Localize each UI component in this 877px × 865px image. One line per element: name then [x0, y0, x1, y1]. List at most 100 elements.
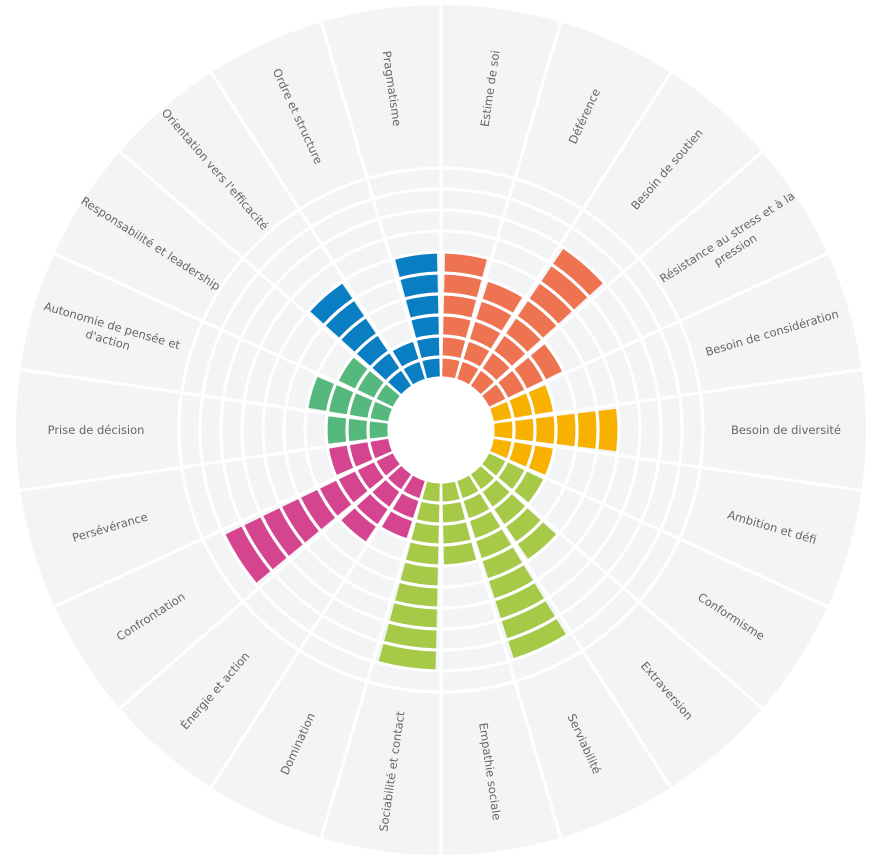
- bar-segment: [338, 357, 368, 389]
- bar-segment: [506, 318, 541, 352]
- bar-segment: [403, 475, 425, 499]
- sector-divider: [208, 69, 415, 388]
- bar-segment: [442, 502, 466, 523]
- bar-segment: [411, 316, 439, 338]
- bar-segment: [482, 480, 510, 507]
- sector-divider: [51, 450, 395, 609]
- bar-segment: [535, 416, 555, 444]
- sector-divider: [51, 251, 395, 410]
- sector-divider: [487, 251, 831, 410]
- bar-segment: [470, 466, 494, 490]
- bar-segment: [482, 384, 506, 407]
- bar-segment: [301, 489, 335, 530]
- bar-segment: [443, 542, 476, 565]
- bar-segment: [400, 274, 438, 298]
- bar-segment: [528, 385, 553, 415]
- bar-segment: [308, 376, 334, 411]
- bar-segment: [442, 358, 460, 379]
- bar-segment: [509, 442, 533, 467]
- bar-segment: [489, 565, 533, 599]
- bar-segment: [395, 583, 438, 607]
- bar-segment: [372, 480, 400, 507]
- bar-segment: [370, 438, 392, 459]
- bar-segment: [530, 344, 562, 380]
- bar-segment: [506, 508, 541, 542]
- bar-segment: [482, 353, 510, 380]
- bar-segment: [392, 341, 419, 367]
- bar-segment: [325, 301, 365, 338]
- bar-segment: [541, 266, 588, 310]
- sector-divider: [117, 149, 403, 398]
- bar-segment: [381, 511, 412, 539]
- bar-segment: [443, 316, 471, 338]
- category-label-line: Besoin de diversité: [731, 423, 841, 437]
- bar-segment: [370, 401, 392, 422]
- bar-segment: [329, 385, 354, 415]
- bar-segment: [463, 341, 490, 367]
- bar-segment: [444, 274, 482, 298]
- bar-segment: [553, 248, 603, 296]
- sector-divider: [18, 435, 390, 493]
- bar-segment: [388, 370, 412, 394]
- bar-segment: [498, 371, 525, 398]
- bar-segment: [395, 253, 438, 277]
- bar-segment: [517, 522, 557, 559]
- sector-divider: [467, 69, 674, 388]
- bar-segment: [457, 361, 479, 385]
- bar-segment: [369, 421, 388, 439]
- bar-segment: [514, 357, 544, 389]
- bar-segment: [388, 466, 412, 490]
- bar-segment: [349, 442, 373, 467]
- sector-divider: [479, 462, 765, 711]
- sector-divider: [487, 450, 831, 609]
- bar-segment: [341, 508, 376, 542]
- bar-segment: [482, 281, 523, 313]
- bar-segment: [515, 418, 534, 442]
- bar-segment: [378, 643, 436, 670]
- bar-segment: [282, 499, 319, 543]
- bar-segment: [490, 438, 512, 459]
- bar-segment: [494, 421, 513, 439]
- bar-segment: [225, 526, 271, 583]
- bar-segment: [577, 411, 597, 449]
- bar-segment: [444, 253, 487, 277]
- bar-segment: [495, 583, 544, 619]
- bar-segment: [556, 413, 576, 447]
- bar-segment: [411, 522, 439, 544]
- bar-segment: [470, 321, 501, 349]
- sector-divider: [492, 435, 864, 493]
- bar-segment: [372, 353, 400, 380]
- sector-divider: [454, 19, 563, 381]
- bar-segment: [476, 529, 512, 559]
- bar-segment: [494, 494, 525, 524]
- bar-segment: [310, 283, 353, 324]
- bar-segment: [349, 393, 373, 418]
- bar-segment: [403, 361, 425, 385]
- sector-divider: [454, 479, 563, 841]
- bar-segment: [514, 471, 544, 503]
- bar-segment: [422, 481, 440, 502]
- bar-segment: [529, 283, 572, 324]
- bar-segment: [442, 481, 460, 502]
- bar-segment: [348, 418, 367, 442]
- sector-divider: [18, 367, 390, 425]
- bar-segment: [422, 358, 440, 379]
- bar-segment: [244, 517, 287, 570]
- sector-divider: [319, 19, 428, 381]
- bar-segment: [476, 301, 512, 331]
- sector-divider: [208, 472, 415, 791]
- bar-segment: [406, 542, 439, 565]
- bar-segment: [443, 295, 476, 318]
- bar-segment: [384, 623, 437, 649]
- bar-segment: [376, 384, 400, 407]
- bar-segment: [470, 370, 494, 394]
- bar-segment: [400, 562, 438, 586]
- bar-segment: [498, 462, 525, 489]
- bar-segment: [482, 453, 506, 476]
- bar-segment: [338, 471, 368, 503]
- bar-segment: [416, 337, 440, 358]
- bar-segment: [457, 475, 479, 499]
- sector-divider: [319, 479, 428, 841]
- bar-segment: [509, 393, 533, 418]
